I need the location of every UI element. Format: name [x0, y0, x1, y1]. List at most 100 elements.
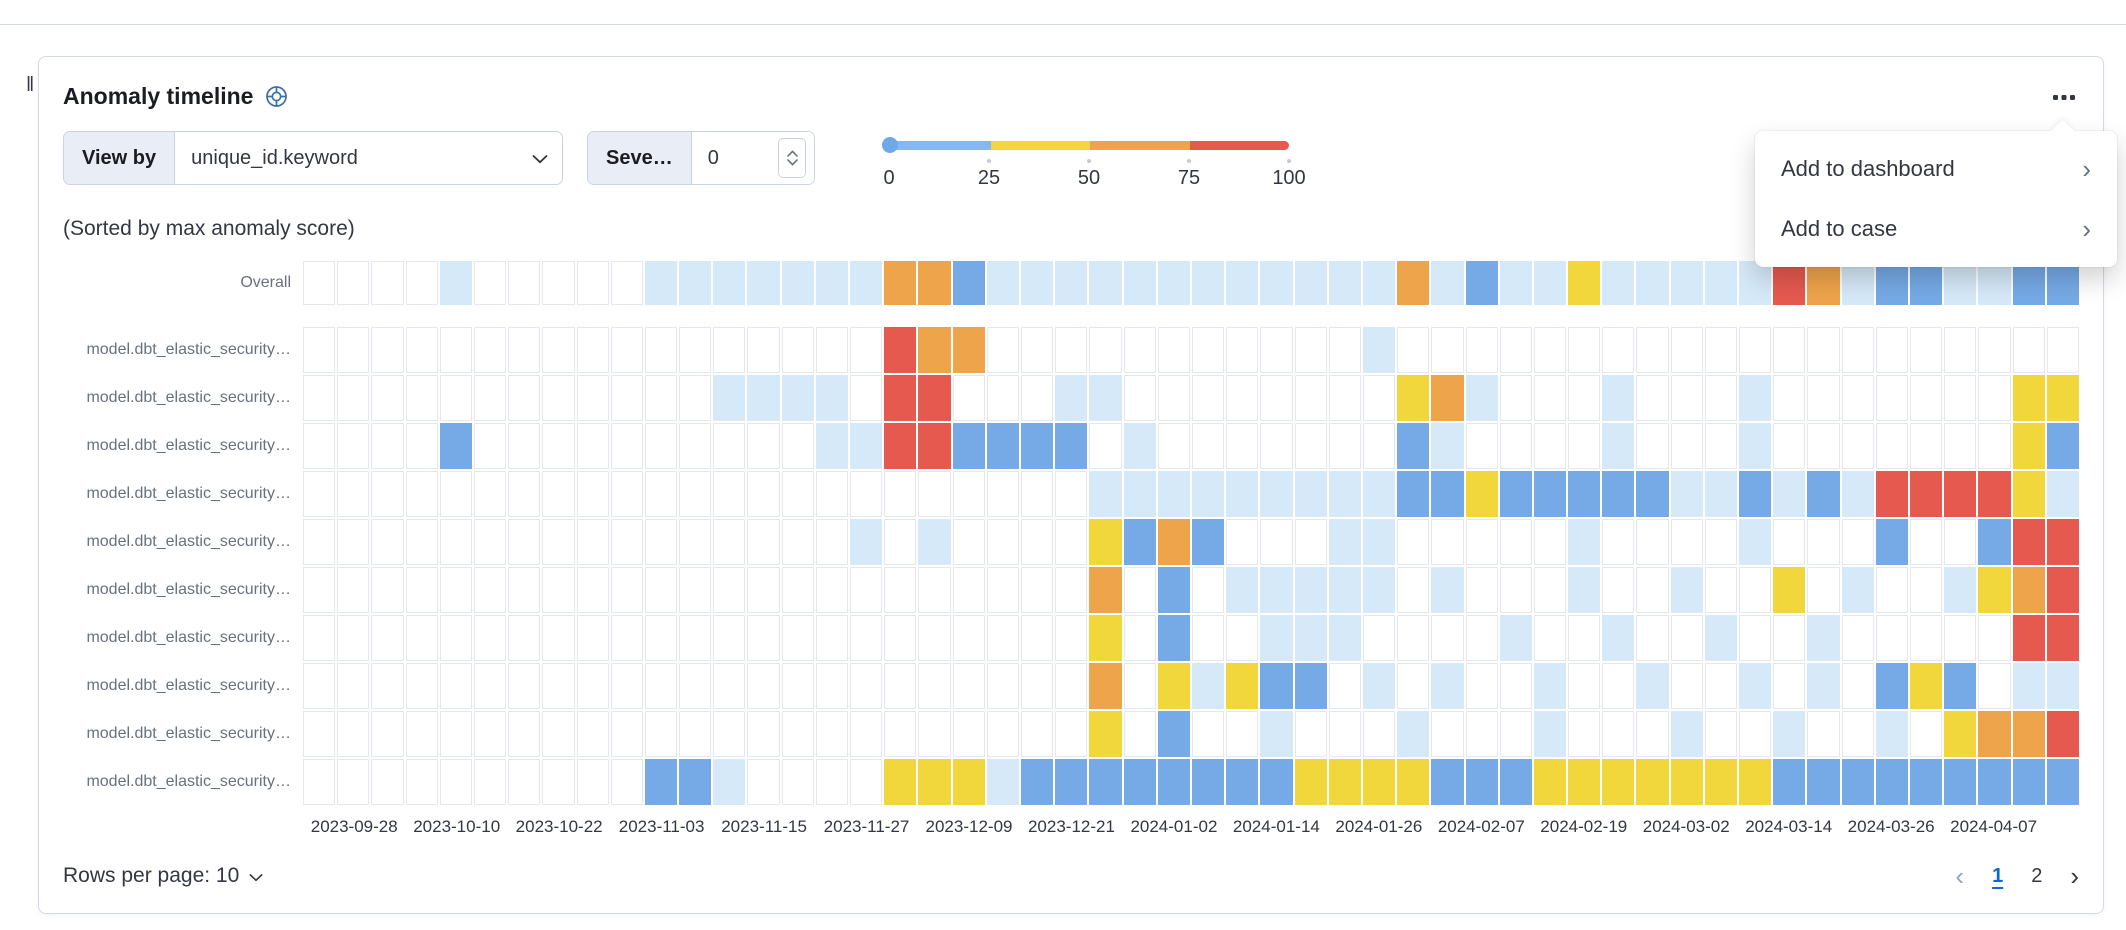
heatmap-cell[interactable]: [1875, 759, 1909, 805]
heatmap-cell[interactable]: [815, 663, 849, 709]
heatmap-cell[interactable]: [1875, 471, 1909, 517]
heatmap-cell[interactable]: [1431, 327, 1464, 373]
heatmap-cell[interactable]: [1499, 759, 1532, 805]
heatmap-cell[interactable]: [850, 423, 883, 469]
heatmap-cell[interactable]: [1123, 759, 1156, 805]
heatmap-cell[interactable]: [610, 471, 643, 517]
heatmap-cell[interactable]: [1191, 519, 1225, 565]
heatmap-cell[interactable]: [1328, 711, 1361, 757]
heatmap-cell[interactable]: [1841, 759, 1874, 805]
heatmap-cell[interactable]: [713, 567, 746, 613]
heatmap-cell[interactable]: [1123, 663, 1156, 709]
heatmap-cell[interactable]: [952, 327, 985, 373]
heatmap-cell[interactable]: [1362, 567, 1396, 613]
heatmap-cell[interactable]: [1055, 711, 1088, 757]
heatmap-cell[interactable]: [2046, 759, 2079, 805]
context-menu-item[interactable]: Add to dashboard ›: [1755, 139, 2117, 199]
heatmap-cell[interactable]: [884, 615, 917, 661]
heatmap-cell[interactable]: [952, 471, 985, 517]
heatmap-cell[interactable]: [1704, 261, 1738, 305]
heatmap-cell[interactable]: [679, 471, 712, 517]
heatmap-cell[interactable]: [1499, 261, 1532, 305]
heatmap-cell[interactable]: [952, 711, 985, 757]
heatmap-cell[interactable]: [405, 261, 438, 305]
heatmap-cell[interactable]: [1499, 615, 1532, 661]
heatmap-cell[interactable]: [1978, 615, 2011, 661]
heatmap-cell[interactable]: [1226, 663, 1259, 709]
heatmap-cell[interactable]: [1123, 261, 1156, 305]
heatmap-cell[interactable]: [1055, 375, 1088, 421]
heatmap-cell[interactable]: [303, 615, 336, 661]
heatmap-cell[interactable]: [1670, 261, 1703, 305]
heatmap-cell[interactable]: [1294, 567, 1327, 613]
heatmap-cell[interactable]: [1841, 261, 1874, 305]
heatmap-cell[interactable]: [1191, 759, 1225, 805]
context-menu-item[interactable]: Add to case ›: [1755, 199, 2117, 259]
heatmap-cell[interactable]: [1260, 615, 1293, 661]
heatmap-cell[interactable]: [1910, 423, 1943, 469]
heatmap-cell[interactable]: [1157, 261, 1190, 305]
heatmap-cell[interactable]: [439, 663, 472, 709]
heatmap-cell[interactable]: [1910, 327, 1943, 373]
heatmap-cell[interactable]: [542, 711, 575, 757]
heatmap-cell[interactable]: [542, 567, 575, 613]
heatmap-cell[interactable]: [1021, 759, 1054, 805]
heatmap-cell[interactable]: [2046, 663, 2079, 709]
heatmap-cell[interactable]: [371, 663, 404, 709]
heatmap-cell[interactable]: [1431, 423, 1464, 469]
heatmap-cell[interactable]: [644, 261, 678, 305]
heatmap-cell[interactable]: [405, 759, 438, 805]
heatmap-cell[interactable]: [679, 375, 712, 421]
heatmap-cell[interactable]: [1978, 759, 2011, 805]
heatmap-cell[interactable]: [1910, 711, 1943, 757]
heatmap-cell[interactable]: [1773, 567, 1806, 613]
heatmap-cell[interactable]: [850, 471, 883, 517]
heatmap-cell[interactable]: [2046, 471, 2079, 517]
heatmap-cell[interactable]: [542, 375, 575, 421]
heatmap-cell[interactable]: [1841, 375, 1874, 421]
heatmap-cell[interactable]: [918, 759, 951, 805]
heatmap-cell[interactable]: [952, 759, 985, 805]
heatmap-cell[interactable]: [644, 567, 678, 613]
heatmap-cell[interactable]: [1807, 615, 1840, 661]
heatmap-cell[interactable]: [781, 663, 814, 709]
heatmap-cell[interactable]: [1704, 471, 1738, 517]
heatmap-cell[interactable]: [1431, 375, 1464, 421]
heatmap-cell[interactable]: [1704, 519, 1738, 565]
heatmap-cell[interactable]: [405, 663, 438, 709]
heatmap-cell[interactable]: [337, 471, 370, 517]
heatmap-cell[interactable]: [610, 759, 643, 805]
heatmap-cell[interactable]: [1636, 519, 1669, 565]
heatmap-cell[interactable]: [850, 261, 883, 305]
heatmap-cell[interactable]: [1465, 519, 1498, 565]
heatmap-cell[interactable]: [1910, 519, 1943, 565]
heatmap-cell[interactable]: [1875, 663, 1909, 709]
heatmap-cell[interactable]: [1499, 711, 1532, 757]
heatmap-cell[interactable]: [1807, 567, 1840, 613]
heatmap-cell[interactable]: [1397, 471, 1430, 517]
heatmap-cell[interactable]: [1670, 327, 1703, 373]
heatmap-cell[interactable]: [439, 759, 472, 805]
heatmap-cell[interactable]: [713, 261, 746, 305]
heatmap-cell[interactable]: [713, 711, 746, 757]
heatmap-cell[interactable]: [1739, 519, 1772, 565]
heatmap-cell[interactable]: [473, 759, 507, 805]
heatmap-cell[interactable]: [2046, 423, 2079, 469]
heatmap-cell[interactable]: [713, 375, 746, 421]
heatmap-cell[interactable]: [1602, 615, 1635, 661]
heatmap-cell[interactable]: [1568, 423, 1601, 469]
heatmap-cell[interactable]: [508, 327, 541, 373]
heatmap-cell[interactable]: [2012, 711, 2045, 757]
heatmap-cell[interactable]: [644, 327, 678, 373]
heatmap-cell[interactable]: [1362, 519, 1396, 565]
heatmap-cell[interactable]: [1431, 567, 1464, 613]
heatmap-cell[interactable]: [1636, 471, 1669, 517]
heatmap-cell[interactable]: [473, 375, 507, 421]
heatmap-cell[interactable]: [815, 711, 849, 757]
heatmap-cell[interactable]: [508, 567, 541, 613]
heatmap-cell[interactable]: [884, 471, 917, 517]
heatmap-cell[interactable]: [473, 471, 507, 517]
heatmap-cell[interactable]: [1362, 423, 1396, 469]
heatmap-cell[interactable]: [1089, 471, 1122, 517]
heatmap-cell[interactable]: [1157, 615, 1190, 661]
